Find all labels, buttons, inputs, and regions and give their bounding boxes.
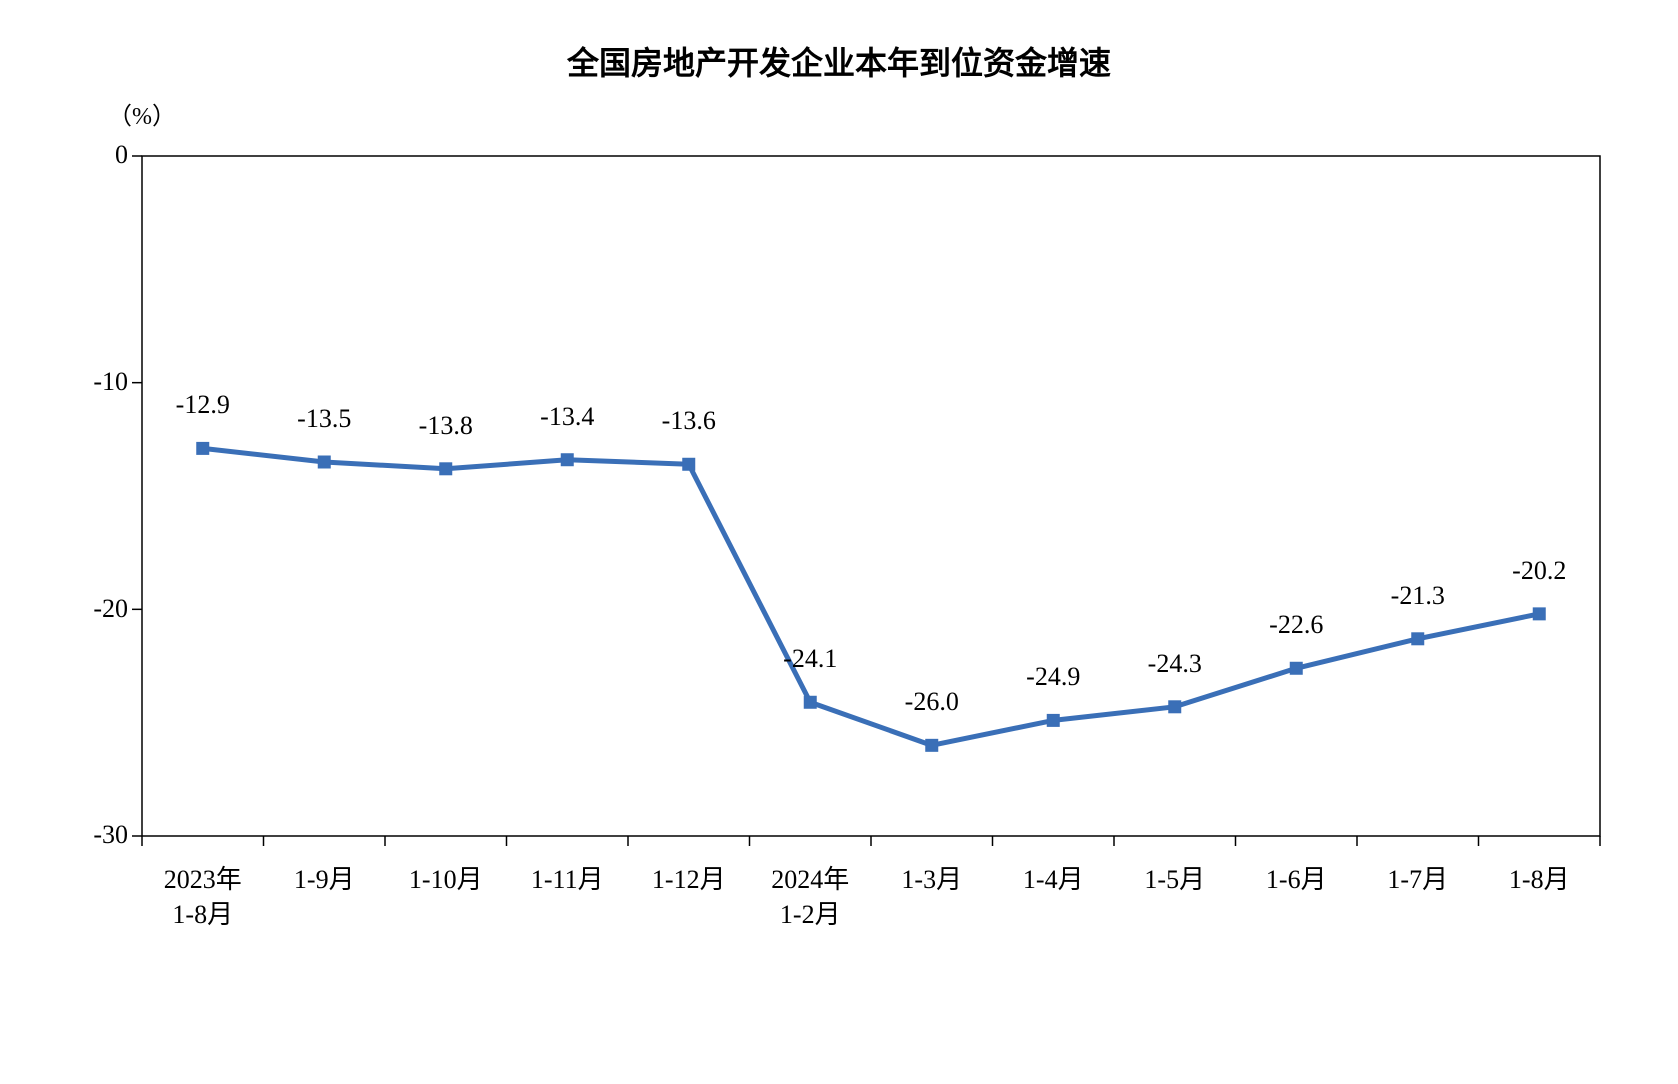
- data-point-label: -13.4: [507, 402, 627, 432]
- y-tick-label: -30: [0, 820, 128, 850]
- data-point-label: -26.0: [872, 687, 992, 717]
- data-point-label: -24.3: [1115, 649, 1235, 679]
- data-point-label: -20.2: [1479, 556, 1599, 586]
- chart-container: 全国房地产开发企业本年到位资金增速 （%） 0-10-20-302023年 1-…: [0, 0, 1678, 1084]
- x-tick-label: 2023年 1-8月: [142, 862, 264, 932]
- data-point-label: -12.9: [143, 390, 263, 420]
- x-tick-label: 1-6月: [1236, 862, 1358, 897]
- x-tick-label: 1-7月: [1357, 862, 1479, 897]
- y-tick-label: -10: [0, 367, 128, 397]
- x-tick-label: 1-3月: [871, 862, 993, 897]
- x-tick-label: 1-5月: [1114, 862, 1236, 897]
- data-point-label: -24.9: [993, 662, 1113, 692]
- x-tick-label: 2024年 1-2月: [750, 862, 872, 932]
- data-point-label: -13.6: [629, 406, 749, 436]
- data-point-label: -22.6: [1236, 610, 1356, 640]
- y-tick-label: -20: [0, 594, 128, 624]
- data-point-label: -13.5: [264, 404, 384, 434]
- x-tick-label: 1-8月: [1479, 862, 1601, 897]
- x-tick-label: 1-11月: [507, 862, 629, 897]
- x-tick-label: 1-10月: [385, 862, 507, 897]
- x-tick-label: 1-4月: [993, 862, 1115, 897]
- x-tick-label: 1-9月: [264, 862, 386, 897]
- data-point-label: -24.1: [750, 644, 870, 674]
- y-tick-label: 0: [0, 140, 128, 170]
- data-point-label: -13.8: [386, 411, 506, 441]
- data-point-label: -21.3: [1358, 581, 1478, 611]
- x-tick-label: 1-12月: [628, 862, 750, 897]
